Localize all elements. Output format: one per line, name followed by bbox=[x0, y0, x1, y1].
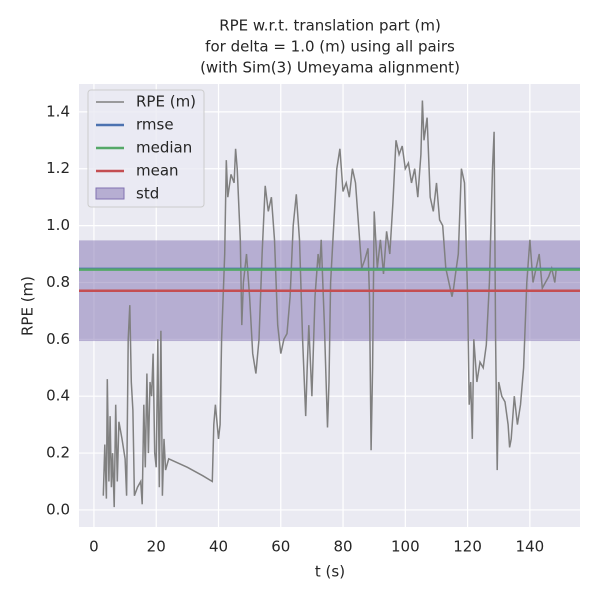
y-tick-label: 1.4 bbox=[46, 102, 70, 120]
legend-label: median bbox=[136, 139, 192, 157]
y-axis-label: RPE (m) bbox=[19, 276, 37, 336]
x-tick-label: 100 bbox=[391, 538, 420, 556]
legend-swatch bbox=[95, 187, 125, 200]
x-tick-label: 0 bbox=[89, 538, 99, 556]
y-tick-label: 0.8 bbox=[46, 273, 70, 291]
x-axis-label: t (s) bbox=[315, 563, 345, 581]
y-tick-label: 1.0 bbox=[46, 216, 70, 234]
x-tick-label: 60 bbox=[271, 538, 290, 556]
chart-title: RPE w.r.t. translation part (m) bbox=[219, 17, 441, 35]
legend-label: std bbox=[136, 185, 159, 203]
y-tick-label: 1.2 bbox=[46, 159, 70, 177]
y-tick-label: 0.4 bbox=[46, 387, 70, 405]
x-tick-label: 140 bbox=[516, 538, 545, 556]
y-tick-label: 0.6 bbox=[46, 330, 70, 348]
rpe-line bbox=[102, 100, 558, 508]
chart-title: for delta = 1.0 (m) using all pairs bbox=[205, 38, 455, 56]
y-tick-label: 0.0 bbox=[46, 500, 70, 518]
x-tick-label: 80 bbox=[333, 538, 352, 556]
legend-label: RPE (m) bbox=[136, 93, 196, 111]
x-tick-label: 40 bbox=[209, 538, 228, 556]
chart-title: (with Sim(3) Umeyama alignment) bbox=[200, 59, 460, 77]
legend-box bbox=[87, 89, 205, 208]
y-tick-label: 0.2 bbox=[46, 444, 70, 462]
x-tick-label: 20 bbox=[147, 538, 166, 556]
legend-label: mean bbox=[136, 162, 179, 180]
x-tick-label: 120 bbox=[453, 538, 482, 556]
legend-label: rmse bbox=[136, 116, 174, 134]
